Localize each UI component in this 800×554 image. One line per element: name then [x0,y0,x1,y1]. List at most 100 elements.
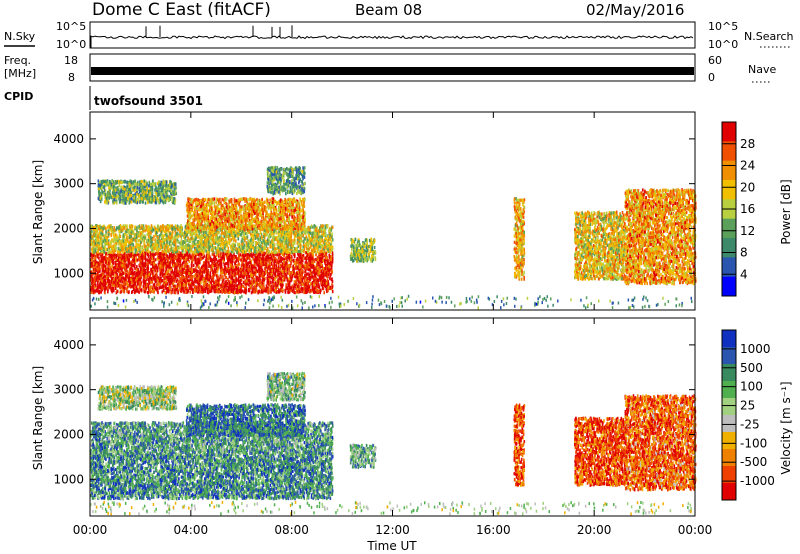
echo-cell [171,276,173,279]
echo-cell [216,267,218,270]
echo-cell [258,253,260,256]
echo-cell [169,282,171,285]
echo-cell [115,287,117,290]
echo-cell [319,276,321,279]
echo-cell [157,279,159,282]
echo-cell [197,289,199,292]
echo-cell [160,256,162,259]
echo-cell [119,276,121,279]
echo-cell [108,272,110,275]
echo-cell [99,267,101,270]
echo-cell [241,274,243,277]
echo-cell [235,255,237,258]
echo-cell [187,265,189,268]
echo-cell [135,276,137,279]
echo-cell [177,291,179,294]
echo-cell [136,265,138,268]
echo-cell [211,289,213,292]
echo-cell [154,286,156,289]
echo-cell [304,274,306,277]
echo-cell [279,253,281,256]
echo-cell [297,278,299,281]
echo-cell [102,260,104,263]
echo-cell [197,270,199,273]
echo-cell [259,277,261,280]
echo-cell [122,260,124,263]
echo-cell [262,257,264,260]
echo-cell [117,250,119,253]
echo-cell [224,268,226,271]
echo-cell [272,265,274,268]
echo-cell [111,277,113,280]
echo-cell [128,264,130,267]
echo-cell [143,285,145,288]
echo-cell [117,290,119,293]
echo-cell [293,259,295,262]
echo-cell [217,270,219,273]
echo-cell [262,272,264,275]
echo-cell [254,263,256,266]
echo-cell [199,269,201,272]
echo-cell [173,264,175,267]
echo-cell [220,286,222,289]
echo-cell [121,269,123,272]
echo-cell [205,287,207,290]
echo-cell [97,281,99,284]
echo-cell [246,266,248,269]
echo-cell [110,251,112,254]
echo-cell [317,285,319,288]
echo-cell [232,271,234,274]
beam-title: Beam 08 [355,1,422,19]
echo-cell [312,257,314,260]
echo-cell [149,260,151,263]
echo-cell [201,266,203,269]
echo-cell [238,286,240,289]
echo-cell [143,281,145,284]
echo-cell [142,256,144,259]
echo-cell [246,262,248,265]
echo-cell [145,283,147,286]
echo-cell [94,289,96,292]
echo-cell [288,291,290,294]
echo-cell [144,290,146,293]
echo-cell [227,289,229,292]
echo-cell [289,272,291,275]
echo-cell [132,264,134,267]
echo-cell [119,270,121,273]
echo-cell [283,277,285,280]
echo-cell [234,291,236,294]
echo-cell [260,253,262,256]
echo-cell [181,276,183,279]
echo-cell [290,276,292,279]
echo-cell [100,291,102,294]
echo-cell [262,254,264,257]
echo-cell [197,234,199,237]
echo-cell [105,252,107,255]
echo-cell [238,267,240,270]
echo-cell [196,277,198,280]
echo-cell [159,279,161,282]
echo-cell [168,290,170,293]
echo-cell [253,280,255,283]
echo-cell [248,289,250,292]
echo-cell [157,269,159,272]
echo-cell [289,282,291,285]
echo-cell [116,255,118,258]
echo-cell [275,289,277,292]
echo-cell [128,291,130,294]
echo-cell [319,269,321,272]
echo-cell [188,272,190,275]
echo-cell [107,286,109,289]
echo-cell [125,254,127,257]
echo-cell [108,265,110,268]
echo-cell [279,290,281,293]
echo-cell [150,281,152,284]
echo-cell [240,271,242,274]
echo-cell [233,280,235,283]
echo-cell [229,287,231,290]
echo-cell [287,278,289,281]
echo-cell [137,283,139,286]
echo-cell [324,259,326,262]
echo-cell [276,231,278,234]
echo-cell [168,278,170,281]
